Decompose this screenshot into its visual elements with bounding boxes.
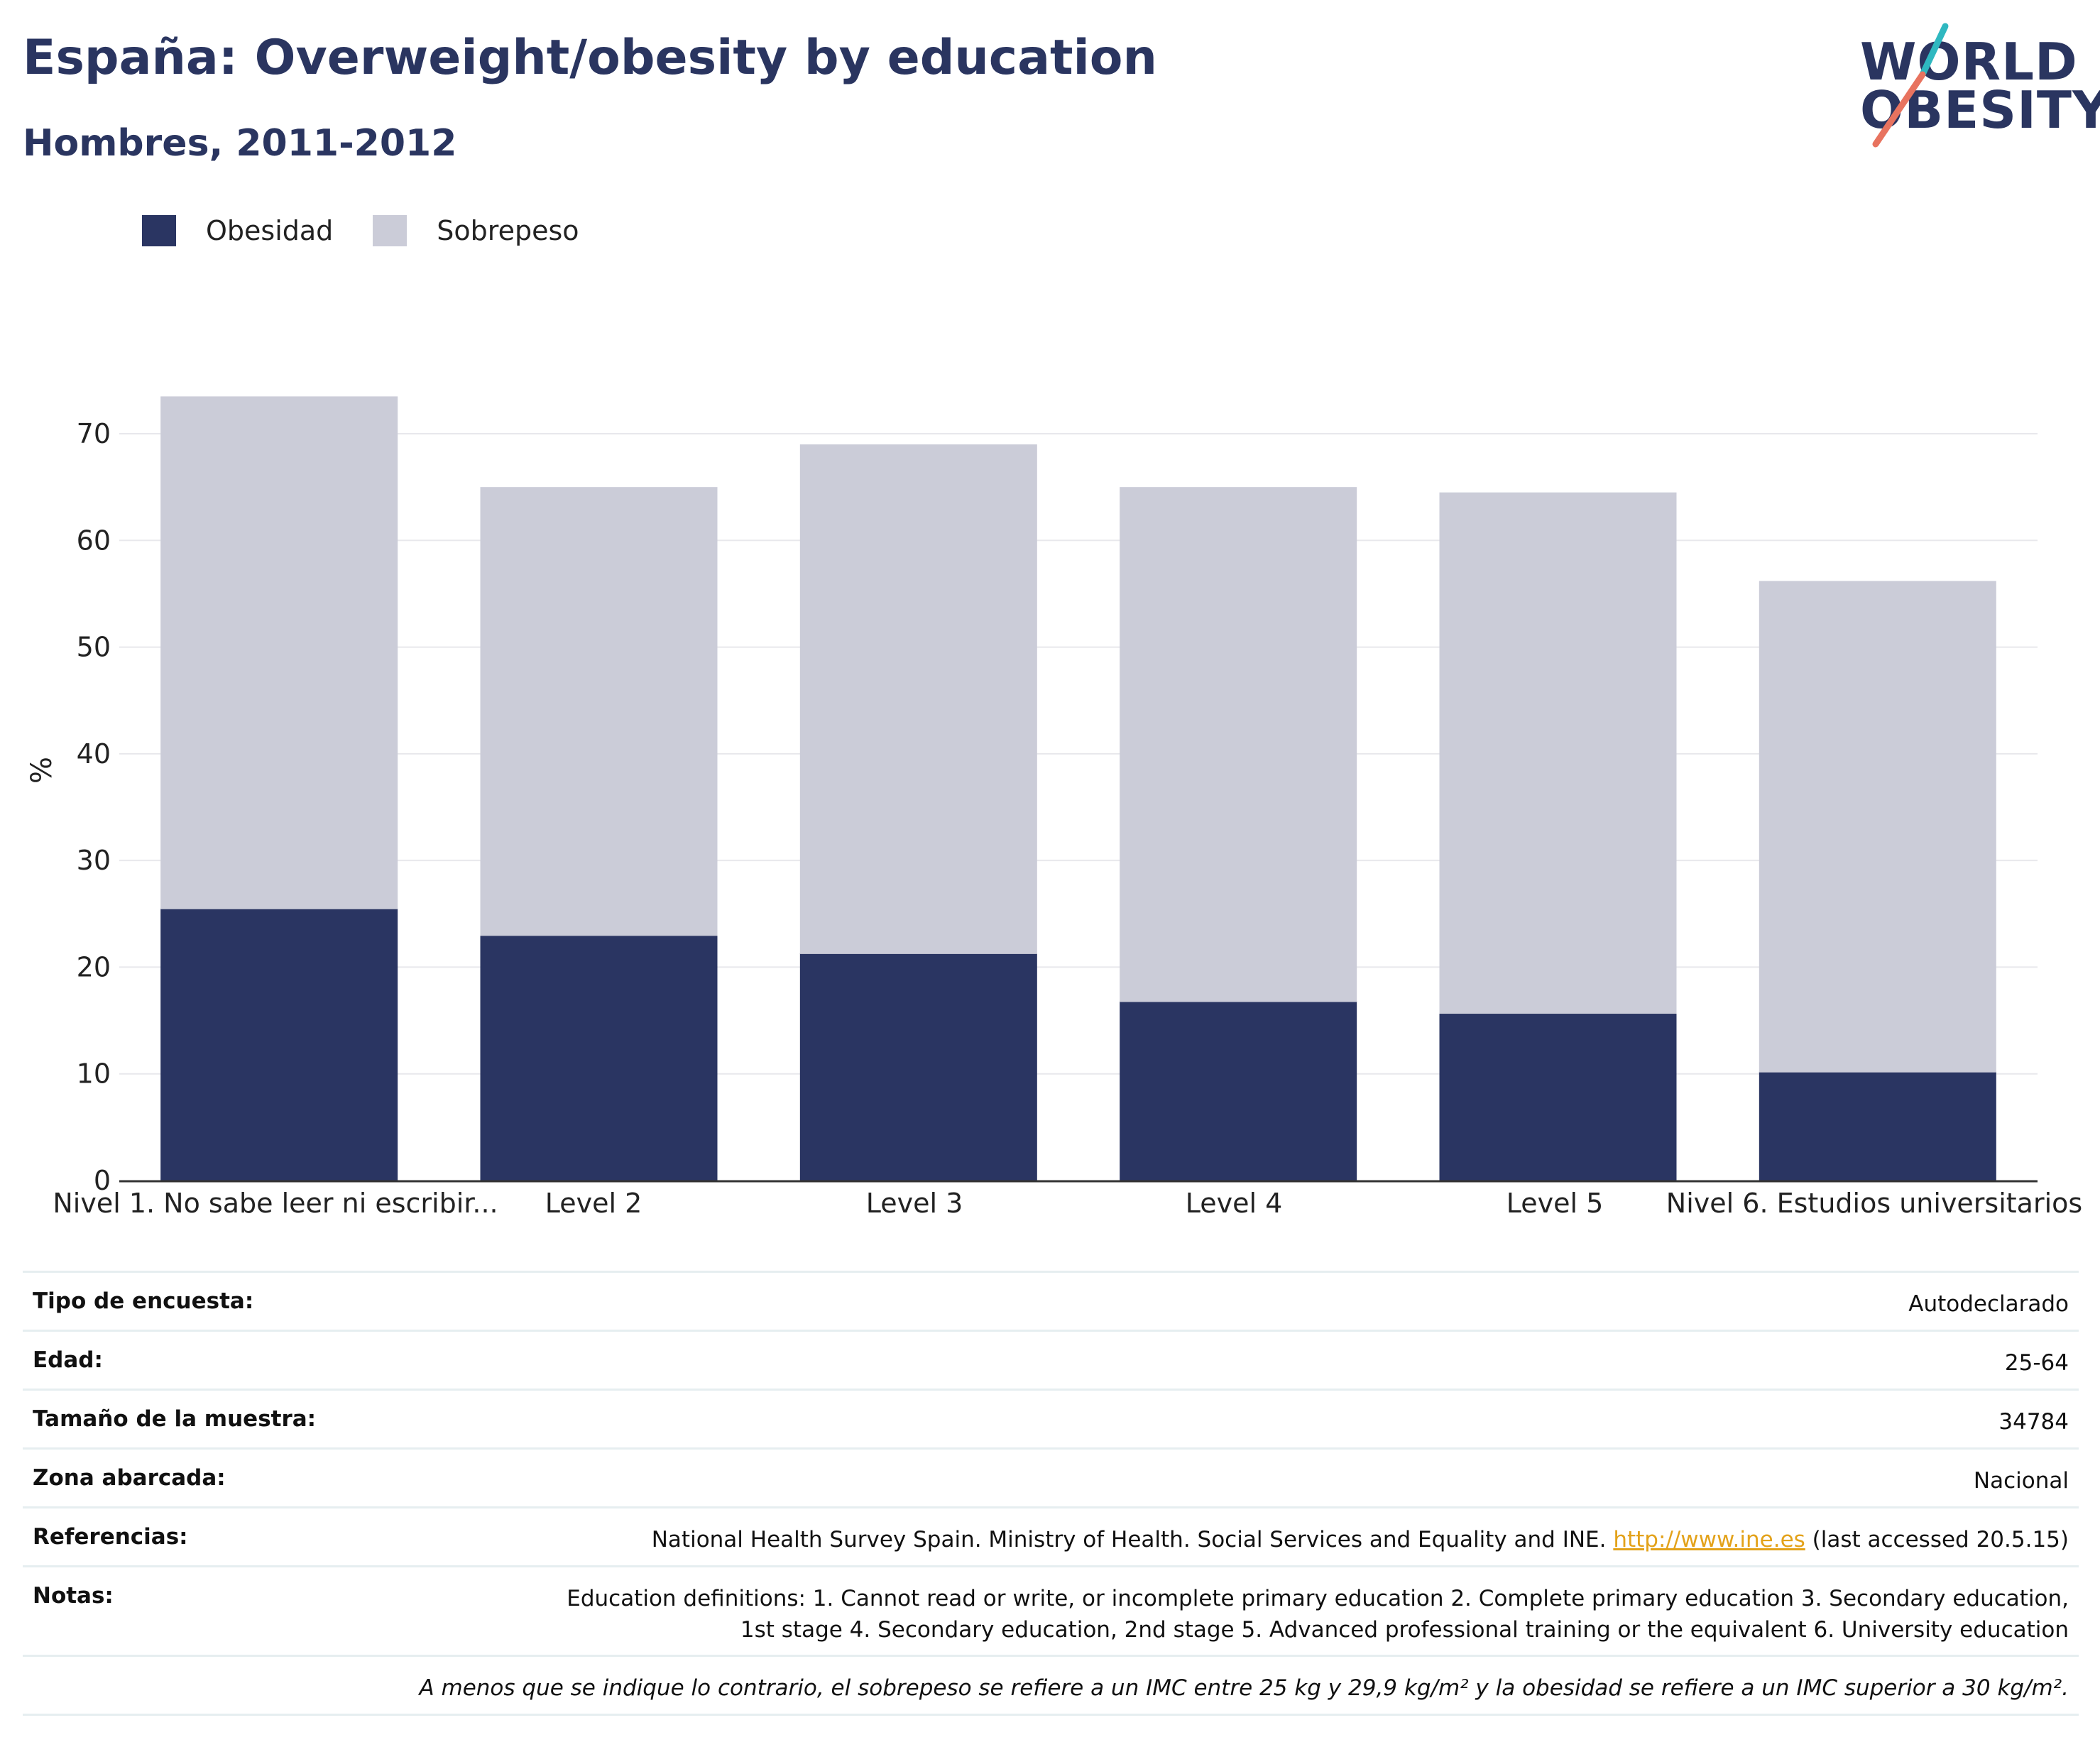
- x-tick-label: Level 5: [1506, 1188, 1604, 1219]
- meta-value-referencias: National Health Survey Spain. Ministry o…: [652, 1524, 2069, 1555]
- meta-value-muestra: 34784: [1998, 1409, 2069, 1435]
- meta-row-edad: Edad: 25-64: [23, 1332, 2079, 1391]
- y-tick-label: 0: [94, 1165, 111, 1196]
- logo-slash-icon: [1872, 23, 1949, 148]
- meta-label-tipo: Tipo de encuesta:: [33, 1288, 254, 1314]
- bar-sobrepeso-1: [160, 396, 398, 909]
- y-tick-label: 60: [77, 525, 111, 556]
- bar-obesidad-4: [1120, 1001, 1357, 1181]
- meta-row-notas: Notas: Education definitions: 1. Cannot …: [23, 1567, 2079, 1657]
- meta-row-muestra: Tamaño de la muestra: 34784: [23, 1391, 2079, 1450]
- bar-obesidad-3: [799, 953, 1037, 1181]
- meta-row-tipo: Tipo de encuesta: Autodeclarado: [23, 1273, 2079, 1332]
- chart-legend: Obesidad Sobrepeso: [142, 213, 619, 248]
- bmi-footnote: A menos que se indique lo contrario, el …: [419, 1675, 2069, 1701]
- reference-link[interactable]: http://www.ine.es: [1613, 1527, 1805, 1552]
- x-tick-label: Nivel 6. Estudios universitarios: [1666, 1188, 2082, 1219]
- bar-sobrepeso-6: [1759, 581, 1996, 1073]
- legend-swatch-sobrepeso: [373, 215, 408, 246]
- meta-label-notas: Notas:: [33, 1583, 114, 1609]
- meta-label-muestra: Tamaño de la muestra:: [33, 1406, 317, 1432]
- y-tick-label: 10: [77, 1058, 111, 1090]
- legend-item-sobrepeso[interactable]: Sobrepeso: [373, 215, 579, 246]
- y-tick-label: 50: [77, 632, 111, 663]
- y-tick-label: 30: [77, 845, 111, 876]
- notes-line-1: Education definitions: 1. Cannot read or…: [567, 1586, 2069, 1611]
- meta-row-footnote: A menos que se indique lo contrario, el …: [23, 1657, 2079, 1716]
- chart-subtitle: Hombres, 2011-2012: [23, 122, 457, 165]
- y-tick-label: 70: [77, 418, 111, 449]
- x-tick-label: Level 4: [1186, 1188, 1283, 1219]
- bar-obesidad-1: [160, 908, 398, 1181]
- x-tick-label: Level 3: [866, 1188, 963, 1219]
- legend-swatch-obesidad: [142, 215, 176, 246]
- world-obesity-logo: WORLD OBESITY: [1846, 18, 2100, 153]
- y-axis-label: %: [26, 757, 58, 784]
- logo-text-world: WORLD: [1860, 32, 2078, 92]
- bar-sobrepeso-3: [799, 444, 1037, 954]
- bar-sobrepeso-5: [1439, 492, 1677, 1014]
- bar-sobrepeso-2: [480, 487, 718, 936]
- meta-row-zona: Zona abarcada: Nacional: [23, 1450, 2079, 1508]
- y-tick-label: 20: [77, 951, 111, 982]
- notes-line-2: 1st stage 4. Secondary education, 2nd st…: [740, 1617, 2069, 1643]
- reference-accessed: (last accessed 20.5.15): [1812, 1527, 2069, 1552]
- meta-value-edad: 25-64: [2004, 1350, 2069, 1376]
- meta-value-tipo: Autodeclarado: [1908, 1291, 2069, 1317]
- bar-sobrepeso-4: [1120, 487, 1357, 1002]
- meta-value-zona: Nacional: [1973, 1468, 2069, 1494]
- x-tick-label: Nivel 1. No sabe leer ni escribir...: [53, 1188, 498, 1219]
- meta-label-edad: Edad:: [33, 1347, 103, 1373]
- meta-value-notas: Education definitions: 1. Cannot read or…: [567, 1583, 2069, 1645]
- legend-label-sobrepeso: Sobrepeso: [437, 215, 579, 246]
- chart-title: España: Overweight/obesity by education: [23, 30, 1157, 86]
- meta-label-zona: Zona abarcada:: [33, 1465, 226, 1491]
- meta-row-referencias: Referencias: National Health Survey Spai…: [23, 1508, 2079, 1567]
- reference-text: National Health Survey Spain. Ministry o…: [651, 1527, 1607, 1552]
- bar-obesidad-5: [1439, 1013, 1677, 1181]
- bar-obesidad-6: [1759, 1071, 1996, 1181]
- legend-item-obesidad[interactable]: Obesidad: [142, 215, 333, 246]
- bar-chart: 0 10 20 30 40 50 60 70% Nivel 1. No sabe leer ni…: [26, 396, 2082, 1219]
- meta-label-referencias: Referencias:: [33, 1524, 188, 1550]
- y-tick-label: 40: [77, 738, 111, 770]
- legend-label-obesidad: Obesidad: [206, 215, 334, 246]
- x-tick-label: Level 2: [545, 1188, 642, 1219]
- survey-metadata-table: Tipo de encuesta: Autodeclarado Edad: 25…: [23, 1271, 2079, 1716]
- bar-obesidad-2: [480, 935, 718, 1181]
